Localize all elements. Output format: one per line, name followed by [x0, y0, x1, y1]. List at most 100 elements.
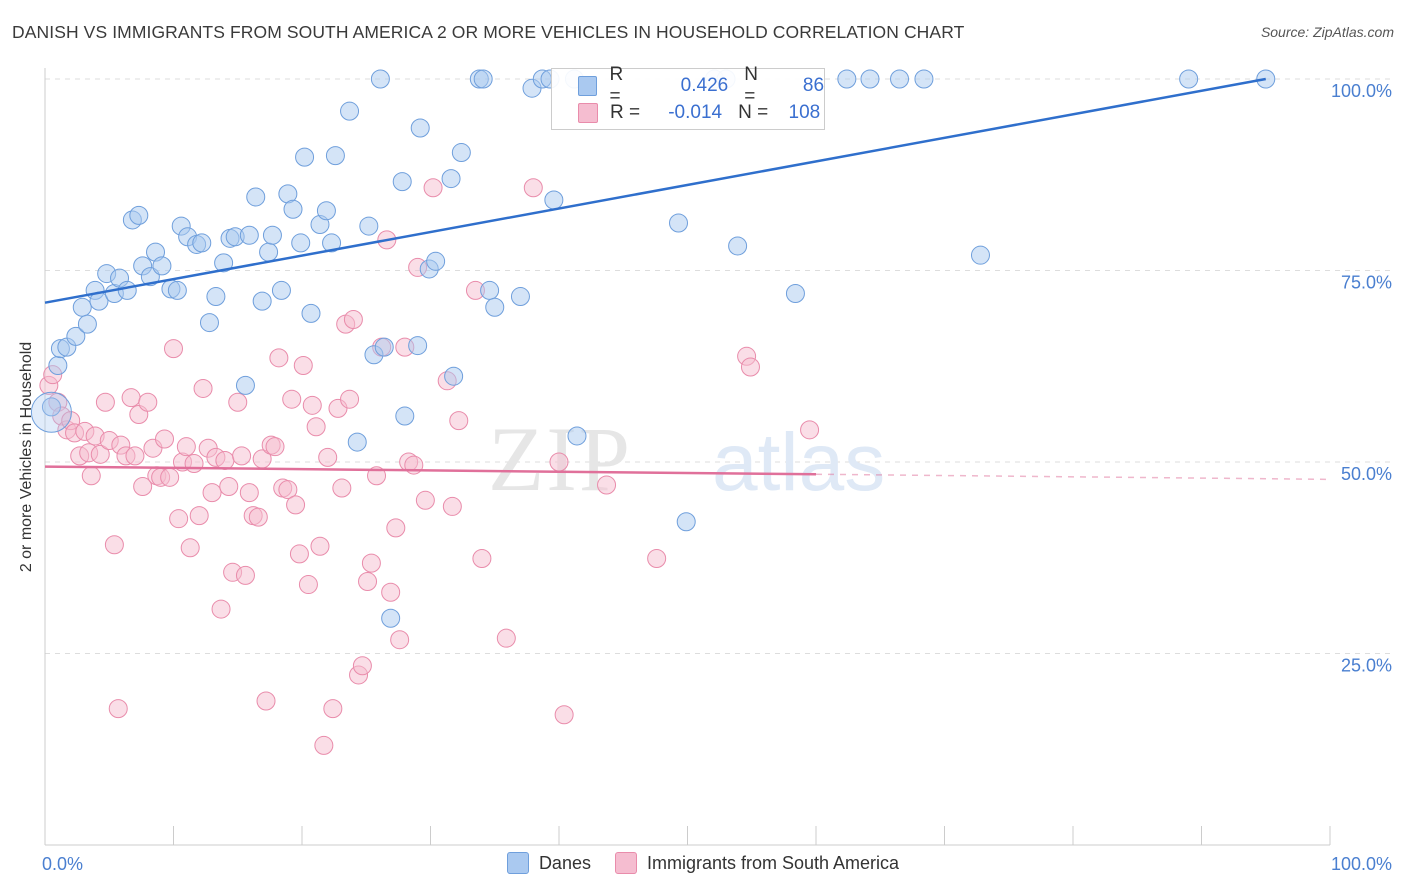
data-point-immigrants	[352, 656, 372, 676]
watermark: ZIP atlas	[488, 408, 885, 510]
data-point-danes	[283, 199, 303, 219]
series-immigrants-points	[39, 178, 820, 755]
data-point-danes	[451, 143, 471, 163]
data-point-immigrants	[442, 496, 462, 516]
data-point-danes	[370, 69, 390, 89]
data-point-immigrants	[298, 575, 318, 595]
data-point-danes	[246, 187, 266, 207]
legend-n-value: 108	[788, 102, 821, 123]
data-point-immigrants	[323, 699, 343, 719]
data-point-immigrants	[449, 411, 469, 431]
data-point-immigrants	[314, 735, 334, 755]
trend-lines	[44, 77, 1331, 481]
data-point-immigrants	[415, 490, 435, 510]
data-point-danes	[359, 216, 379, 236]
y-tick-label: 75.0%	[1341, 273, 1392, 293]
data-point-danes	[914, 69, 934, 89]
data-point-immigrants	[180, 538, 200, 558]
data-point-danes	[785, 283, 805, 303]
data-point-immigrants	[256, 691, 276, 711]
data-point-danes	[271, 280, 291, 300]
data-point-immigrants	[367, 466, 387, 486]
data-point-danes	[544, 190, 564, 210]
legend-row-immigrants: R = -0.014 N = 108	[578, 100, 820, 126]
source-credit: Source: ZipAtlas.com	[1260, 24, 1394, 40]
legend-swatch-danes	[506, 852, 529, 874]
data-point-danes	[669, 213, 689, 233]
data-point-immigrants	[310, 536, 330, 556]
data-point-immigrants	[108, 699, 128, 719]
data-point-danes	[1179, 69, 1199, 89]
data-point-danes	[381, 608, 401, 628]
data-point-danes	[77, 314, 97, 334]
data-point-danes	[30, 391, 72, 433]
legend-r-label: R =	[610, 102, 641, 123]
data-point-danes	[485, 297, 505, 317]
data-point-danes	[48, 355, 68, 375]
data-point-danes	[890, 69, 910, 89]
y-tick-label: 100.0%	[1331, 81, 1392, 101]
legend-n-label: N =	[738, 102, 769, 123]
data-point-immigrants	[523, 178, 543, 198]
data-point-danes	[41, 397, 61, 417]
data-point-danes	[325, 146, 345, 166]
data-point-immigrants	[496, 628, 516, 648]
data-point-immigrants	[386, 518, 406, 538]
trend-line-danes	[44, 77, 1266, 304]
data-point-immigrants	[219, 477, 239, 497]
data-point-immigrants	[318, 447, 338, 467]
data-point-danes	[426, 251, 446, 271]
data-point-danes	[291, 233, 311, 253]
legend-r-label: R =	[609, 64, 624, 107]
data-point-immigrants	[286, 495, 306, 515]
axes	[44, 68, 1331, 846]
data-point-immigrants	[282, 389, 302, 409]
data-point-immigrants	[164, 339, 183, 359]
legend-r-value: 0.426	[680, 75, 729, 96]
data-point-danes	[72, 297, 92, 317]
data-point-immigrants	[269, 348, 289, 368]
data-point-danes	[728, 236, 748, 256]
data-point-immigrants	[160, 467, 180, 487]
data-point-immigrants	[169, 509, 189, 529]
data-point-immigrants	[104, 535, 124, 555]
data-point-immigrants	[121, 388, 141, 408]
data-point-immigrants	[597, 475, 617, 495]
data-point-danes	[410, 118, 430, 138]
data-point-danes	[199, 313, 219, 333]
data-point-danes	[259, 242, 279, 262]
legend-row-danes: R = 0.426 N = 86	[578, 64, 825, 107]
data-point-immigrants	[472, 549, 492, 569]
data-point-immigrants	[358, 571, 378, 591]
data-point-immigrants	[189, 506, 209, 526]
data-point-immigrants	[332, 478, 352, 498]
data-point-immigrants	[340, 389, 360, 409]
data-point-danes	[392, 172, 412, 192]
data-point-danes	[152, 256, 172, 276]
data-point-danes	[970, 245, 990, 265]
data-point-immigrants	[193, 378, 213, 398]
data-point-danes	[316, 201, 336, 221]
data-point-immigrants	[289, 544, 309, 564]
data-point-immigrants	[302, 395, 322, 415]
data-point-danes	[252, 291, 272, 311]
legend-item-immigrants: Immigrants from South America	[614, 852, 899, 874]
correlation-legend: R = 0.426 N = 86 R = -0.014 N = 108	[551, 64, 825, 130]
legend-item-danes: Danes	[506, 852, 591, 874]
data-point-danes	[676, 512, 696, 532]
data-point-danes	[301, 303, 321, 323]
data-point-immigrants	[278, 480, 298, 500]
data-point-immigrants	[239, 483, 259, 503]
data-point-immigrants	[248, 507, 268, 527]
data-point-immigrants	[90, 444, 110, 464]
data-point-immigrants	[343, 310, 363, 330]
legend-r-value: -0.014	[668, 102, 723, 123]
data-point-immigrants	[133, 477, 153, 497]
data-point-danes	[167, 280, 187, 300]
data-point-immigrants	[549, 452, 569, 472]
legend-swatch-immigrants	[614, 852, 637, 874]
series-danes-points	[30, 69, 1276, 628]
data-point-immigrants	[176, 437, 196, 457]
data-point-immigrants	[81, 466, 101, 486]
legend-n-value: 86	[802, 75, 825, 96]
